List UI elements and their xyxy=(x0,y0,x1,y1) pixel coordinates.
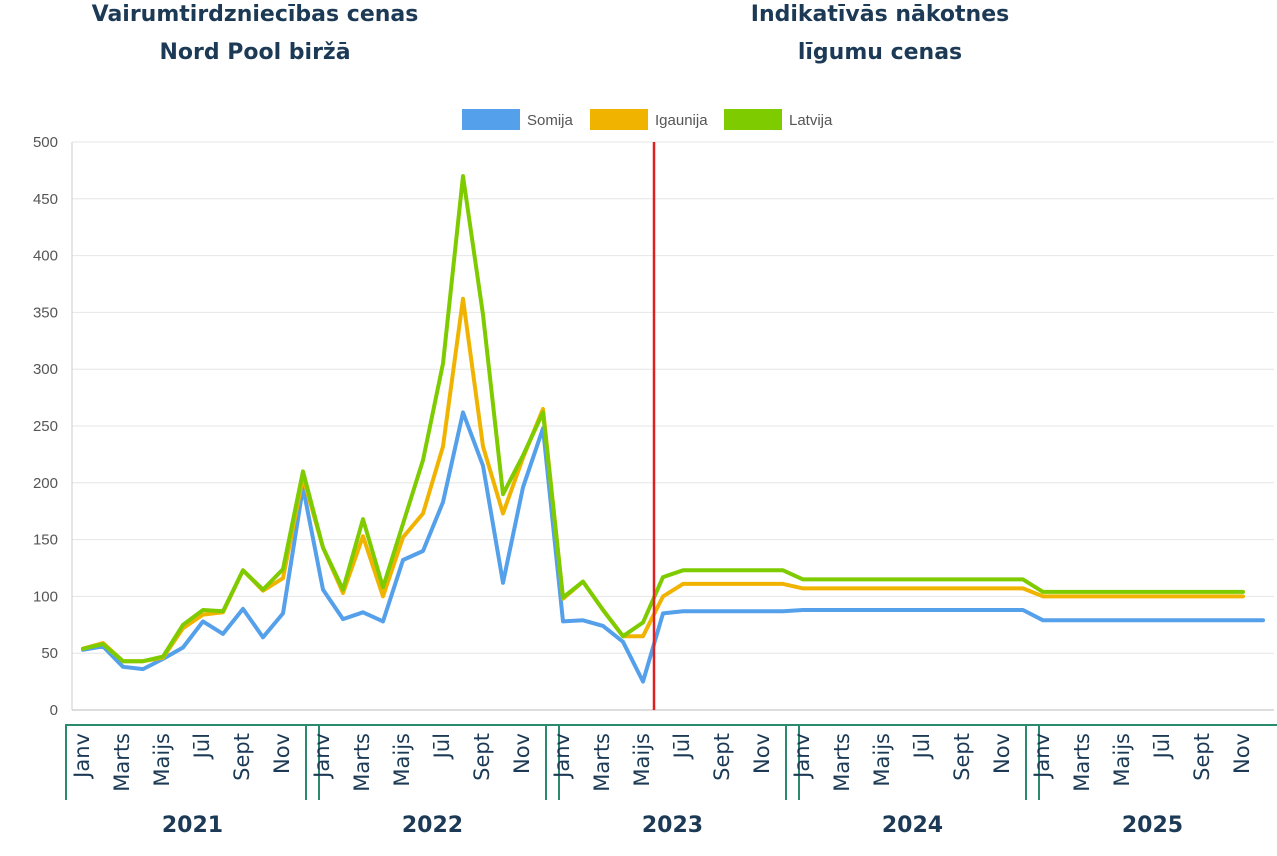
month-label: Jūl xyxy=(1150,733,1174,760)
month-label: Maijs xyxy=(150,733,174,787)
month-label: Janv xyxy=(310,733,334,780)
y-tick-label: 250 xyxy=(33,418,58,435)
month-label: Janv xyxy=(790,733,814,780)
month-label: Nov xyxy=(1230,733,1254,774)
year-group-2025: Janv Marts Maijs Jūl Sept Nov 2025 xyxy=(1025,724,1277,838)
year-group-2024: Janv Marts Maijs Jūl Sept Nov 2024 xyxy=(785,724,1040,838)
month-label: Sept xyxy=(470,733,494,781)
y-axis: 0 50 100 150 200 250 300 350 400 450 500 xyxy=(33,134,73,719)
legend-swatch xyxy=(724,109,782,130)
legend-swatch xyxy=(590,109,648,130)
year-label: 2021 xyxy=(162,813,223,838)
month-label: Sept xyxy=(1190,733,1214,781)
y-tick-label: 350 xyxy=(33,304,58,321)
month-label: Jūl xyxy=(430,733,454,760)
month-label: Marts xyxy=(1070,733,1094,792)
month-label: Jūl xyxy=(670,733,694,760)
year-group-2022: Janv Marts Maijs Jūl Sept Nov 2022 xyxy=(305,724,560,838)
y-tick-label: 450 xyxy=(33,191,58,208)
month-label: Sept xyxy=(710,733,734,781)
month-label: Marts xyxy=(830,733,854,792)
series-line-somija xyxy=(81,410,1265,684)
month-label: Janv xyxy=(1030,733,1054,780)
legend-label: Latvija xyxy=(789,112,833,129)
legend-label: Igaunija xyxy=(655,112,708,129)
month-label: Sept xyxy=(950,733,974,781)
month-label: Sept xyxy=(230,733,254,781)
year-bracket xyxy=(65,724,320,800)
month-label: Maijs xyxy=(630,733,654,787)
month-label: Janv xyxy=(70,733,94,780)
month-label: Jūl xyxy=(190,733,214,760)
y-tick-label: 500 xyxy=(33,134,58,151)
month-label: Nov xyxy=(750,733,774,774)
month-label: Maijs xyxy=(870,733,894,787)
month-label: Marts xyxy=(590,733,614,792)
year-bracket xyxy=(1025,724,1277,800)
x-axis-months: Janv Marts Maijs Jūl Sept Nov 2021 Janv Marts Mai… xyxy=(65,724,1277,838)
month-label: Maijs xyxy=(1110,733,1134,787)
month-label: Marts xyxy=(350,733,374,792)
legend-item-igaunija[interactable]: Igaunija xyxy=(590,109,708,130)
month-label: Maijs xyxy=(390,733,414,787)
legend: Somija Igaunija Latvija xyxy=(462,109,833,130)
y-tick-label: 400 xyxy=(33,248,58,265)
right-section-title: Indikatīvās nākotnes līgumu cenas xyxy=(640,0,1120,72)
y-tick-label: 50 xyxy=(41,645,58,662)
y-tick-label: 150 xyxy=(33,532,58,549)
year-label: 2024 xyxy=(882,813,943,838)
year-label: 2025 xyxy=(1122,813,1183,838)
legend-item-somija[interactable]: Somija xyxy=(462,109,574,130)
left-title-line2: Nord Pool biržā xyxy=(159,40,351,65)
year-bracket xyxy=(305,724,560,800)
month-label: Nov xyxy=(270,733,294,774)
month-label: Marts xyxy=(110,733,134,792)
month-label: Janv xyxy=(550,733,574,780)
right-title-line1: Indikatīvās nākotnes xyxy=(750,2,1010,27)
right-title-line2: līgumu cenas xyxy=(797,40,963,65)
year-bracket xyxy=(545,724,800,800)
month-label: Nov xyxy=(990,733,1014,774)
series-line-latvija xyxy=(81,174,1245,664)
year-group-2023: Janv Marts Maijs Jūl Sept Nov 2023 xyxy=(545,724,800,838)
legend-swatch xyxy=(462,109,520,130)
legend-label: Somija xyxy=(527,112,574,129)
y-tick-label: 0 xyxy=(50,702,58,719)
year-label: 2023 xyxy=(642,813,703,838)
left-title-line1: Vairumtirdzniecības cenas xyxy=(91,2,419,27)
series-line-igaunija xyxy=(81,296,1245,664)
grid-lines xyxy=(72,141,1274,711)
year-label: 2022 xyxy=(402,813,463,838)
year-bracket xyxy=(785,724,1040,800)
series-lines xyxy=(81,174,1265,684)
legend-item-latvija[interactable]: Latvija xyxy=(724,109,833,130)
month-label: Nov xyxy=(510,733,534,774)
year-group-2021: Janv Marts Maijs Jūl Sept Nov 2021 xyxy=(65,724,320,838)
y-tick-label: 100 xyxy=(33,588,58,605)
month-label: Jūl xyxy=(910,733,934,760)
y-tick-label: 300 xyxy=(33,361,58,378)
y-tick-label: 200 xyxy=(33,475,58,492)
left-section-title: Vairumtirdzniecības cenas Nord Pool birž… xyxy=(60,0,450,72)
